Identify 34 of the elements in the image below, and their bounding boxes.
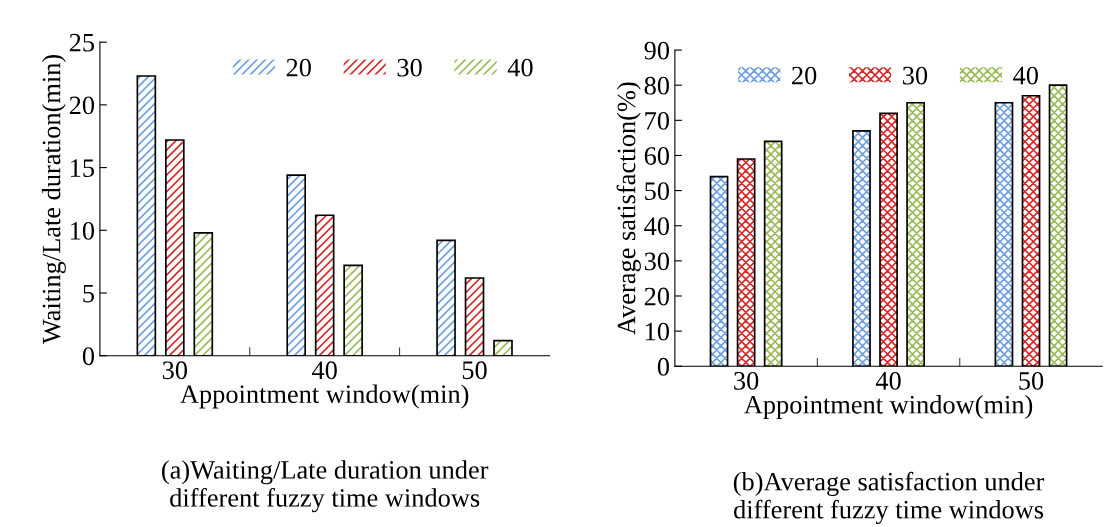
legend-label: 40 [1013, 66, 1038, 85]
y-axis-title: Average satisfaction(%) [616, 82, 641, 335]
x-tick-label: 50 [462, 361, 487, 380]
x-axis-title: Appointment window(min) [744, 395, 1033, 419]
y-tick-label: 5 [83, 284, 95, 303]
y-tick-label: 90 [644, 41, 670, 60]
y-tick-label: 30 [644, 252, 670, 271]
x-tick-label: 40 [312, 361, 337, 380]
legend-label: 40 [507, 58, 533, 77]
y-tick-label: 40 [644, 217, 670, 236]
y-axis-title: Waiting/Late duration(min) [41, 54, 66, 345]
y-tick-label: 20 [644, 287, 670, 306]
x-tick-label: 40 [875, 371, 901, 390]
y-tick-label: 10 [645, 322, 670, 341]
x-tick-label: 30 [734, 371, 759, 390]
y-tick-label: 0 [657, 357, 670, 376]
y-tick-label: 50 [645, 182, 670, 201]
y-tick-label: 70 [645, 111, 670, 130]
legend-label: 20 [792, 66, 817, 85]
x-tick-label: 30 [162, 361, 188, 380]
y-tick-label: 15 [70, 159, 95, 177]
text: (b)Average satisfaction under different fuzzy time windows [733, 471, 1045, 525]
y-tick-label: 25 [69, 33, 95, 52]
y-tick-label: 0 [82, 347, 95, 366]
y-tick-label: 60 [644, 147, 670, 165]
x-axis-title: Appointment window(min) [180, 384, 469, 409]
y-tick-label: 10 [70, 221, 95, 240]
x-tick-label: 50 [1019, 371, 1044, 390]
text: (a)Waiting/Late duration under different fuzzy time windows [162, 460, 489, 513]
legend-label: 30 [903, 66, 928, 85]
y-tick-label: 20 [69, 96, 95, 115]
legend-label: 20 [286, 58, 311, 77]
y-tick-label: 80 [644, 76, 670, 95]
legend-label: 30 [397, 58, 422, 77]
